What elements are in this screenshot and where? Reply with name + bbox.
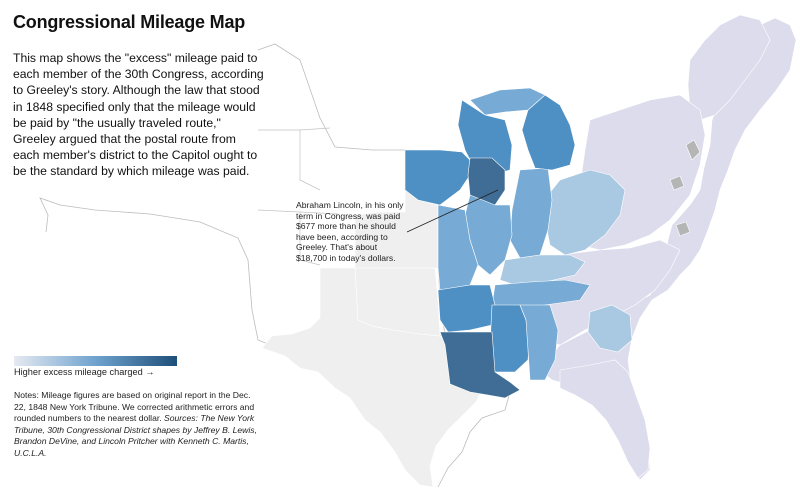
indian-territory: [354, 267, 441, 337]
no-data-district-3: [675, 221, 691, 237]
sources-text: Sources: The New York Tribune, 30th Cong…: [14, 413, 257, 458]
no-data-district-2: [669, 175, 685, 191]
intro-text: This map shows the "excess" mileage paid…: [13, 51, 264, 179]
notes-block: Notes: Mileage figures are based on orig…: [14, 390, 260, 460]
florida-region: [559, 359, 651, 479]
indiana-region: [509, 167, 553, 259]
louisiana-region: [439, 331, 521, 399]
legend-gradient: [14, 356, 177, 366]
missouri-region: [437, 204, 479, 291]
page-title: Congressional Mileage Map: [13, 12, 246, 32]
kentucky-region: [499, 254, 586, 286]
notes-text: Notes: Mileage figures are based on orig…: [14, 390, 255, 424]
alabama-region: [519, 304, 559, 381]
michigan-upper: [469, 87, 546, 116]
territory-boundary: [257, 127, 339, 266]
michigan-lower: [521, 94, 576, 171]
georgia-region: [587, 304, 633, 353]
lincoln-callout: Abraham Lincoln, in his only term in Con…: [296, 200, 404, 263]
no-data-district-1: [685, 139, 701, 161]
callout-leader-line: [406, 189, 499, 233]
arkansas-region: [437, 284, 496, 333]
iowa-region: [404, 149, 471, 206]
legend-label: Higher excess mileage charged →: [14, 367, 155, 377]
